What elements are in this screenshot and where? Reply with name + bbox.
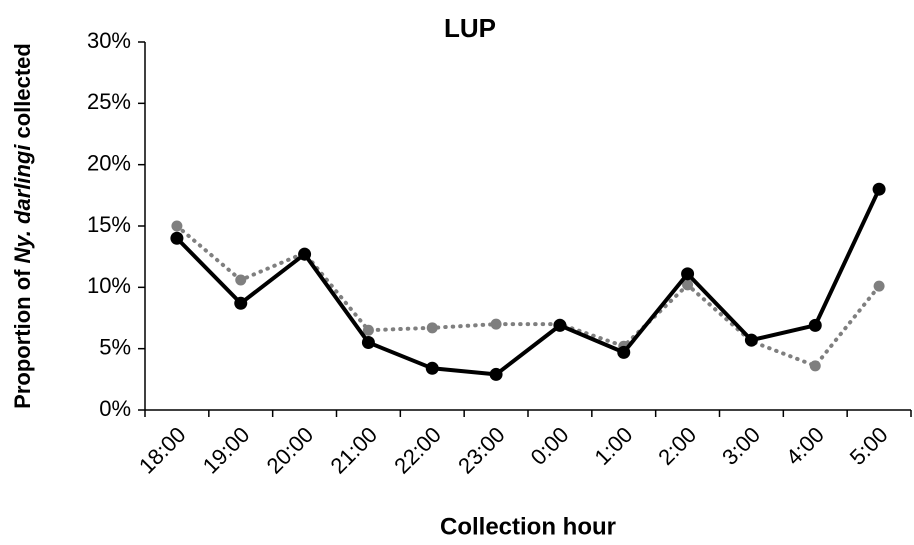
x-tick-label: 1:00	[589, 422, 637, 470]
x-tick-label: 4:00	[781, 422, 829, 470]
x-tick-label: 0:00	[526, 422, 574, 470]
x-tick-label: 23:00	[453, 422, 510, 479]
x-tick-label: 2:00	[653, 422, 701, 470]
y-tick-label: 10%	[87, 273, 131, 298]
x-tick-label: 22:00	[389, 422, 446, 479]
y-label-part: Ny. darlingi	[10, 144, 35, 264]
x-tick-label: 3:00	[717, 422, 765, 470]
chart-title: LUP	[444, 13, 496, 43]
y-tick-label: 30%	[87, 28, 131, 53]
series-line	[174, 187, 882, 377]
point	[361, 336, 375, 350]
point	[681, 267, 695, 281]
x-tick-label: 21:00	[325, 422, 382, 479]
point	[808, 318, 822, 332]
point	[809, 360, 821, 372]
point	[553, 318, 567, 332]
point	[872, 182, 886, 196]
point	[170, 231, 184, 245]
y-tick-label: 0%	[99, 396, 131, 421]
x-axis-label: Collection hour	[440, 513, 616, 540]
point	[873, 280, 885, 292]
y-tick-label: 25%	[87, 89, 131, 114]
x-tick-label: 5:00	[845, 422, 893, 470]
x-tick-label: 20:00	[262, 422, 319, 479]
point	[234, 296, 248, 310]
y-tick-label: 20%	[87, 150, 131, 175]
y-tick-label: 15%	[87, 212, 131, 237]
y-label-part: collected	[10, 43, 35, 138]
point	[682, 279, 694, 291]
point	[489, 367, 503, 381]
point	[426, 322, 438, 334]
point	[617, 345, 631, 359]
series-line	[174, 224, 882, 368]
point	[425, 361, 439, 375]
point	[490, 318, 502, 330]
point	[298, 247, 312, 261]
y-tick-label: 5%	[99, 334, 131, 359]
x-tick-label: 19:00	[198, 422, 255, 479]
point	[362, 324, 374, 336]
y-axis-label: Proportion of Ny. darlingi collected	[10, 43, 35, 409]
point	[235, 274, 247, 286]
x-tick-label: 18:00	[134, 422, 191, 479]
point	[744, 333, 758, 347]
point	[171, 220, 183, 232]
y-label-part: Proportion of	[10, 269, 35, 409]
